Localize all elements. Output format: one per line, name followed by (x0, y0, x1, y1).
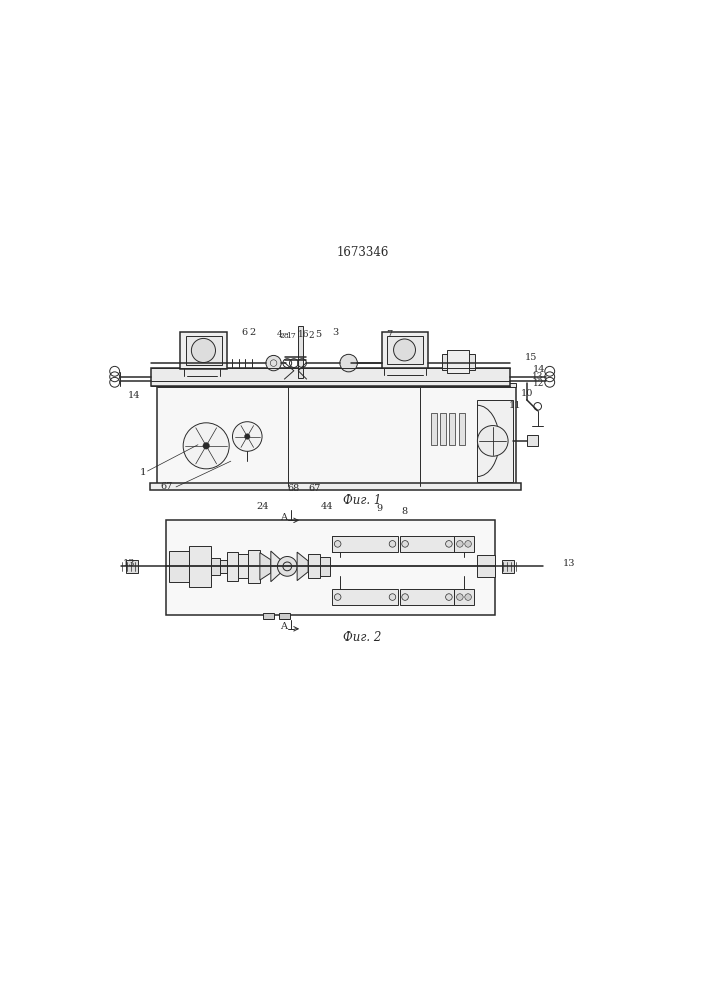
Bar (189, 546, 211, 587)
Circle shape (283, 562, 292, 571)
Circle shape (277, 557, 297, 576)
Bar (221, 560, 227, 573)
Circle shape (445, 594, 452, 600)
Circle shape (183, 423, 229, 469)
Text: A: A (281, 513, 288, 522)
Text: 13: 13 (532, 372, 544, 381)
Bar (501, 560, 513, 573)
Bar (157, 386, 516, 486)
Bar (262, 613, 274, 619)
Polygon shape (297, 552, 308, 581)
Bar (455, 589, 474, 605)
Bar (431, 413, 437, 445)
Bar (477, 400, 513, 482)
Bar (455, 536, 474, 552)
Circle shape (477, 426, 508, 456)
Circle shape (457, 594, 463, 600)
Bar (399, 536, 455, 552)
Text: 13: 13 (123, 559, 136, 568)
Bar (382, 332, 428, 368)
Text: 67: 67 (160, 482, 173, 491)
Polygon shape (271, 551, 282, 582)
Bar (279, 613, 290, 619)
Circle shape (445, 541, 452, 547)
Text: 8: 8 (402, 507, 408, 516)
Text: 1673346: 1673346 (336, 246, 389, 259)
Circle shape (266, 355, 281, 371)
Circle shape (402, 594, 409, 600)
Text: Фиг. 1: Фиг. 1 (343, 494, 382, 507)
Bar (151, 368, 510, 386)
Text: 5: 5 (315, 330, 321, 339)
Text: 9: 9 (377, 504, 383, 513)
Text: 2: 2 (250, 328, 256, 337)
Text: 1: 1 (140, 468, 146, 477)
Circle shape (334, 541, 341, 547)
Circle shape (245, 434, 250, 439)
Text: 13: 13 (563, 559, 575, 568)
Circle shape (389, 541, 396, 547)
Bar (387, 336, 423, 364)
Text: 17: 17 (286, 332, 296, 340)
Text: 67: 67 (308, 484, 320, 493)
Text: 14: 14 (127, 391, 140, 400)
Text: 7: 7 (387, 330, 393, 339)
Bar (308, 554, 320, 578)
Bar (332, 589, 398, 605)
Text: 14: 14 (532, 365, 545, 374)
Circle shape (192, 338, 216, 363)
Text: 12: 12 (533, 379, 544, 388)
Bar (332, 536, 348, 552)
Bar (450, 413, 455, 445)
Bar (170, 551, 189, 582)
Circle shape (464, 541, 472, 547)
Text: 15: 15 (525, 353, 537, 362)
Text: Фиг. 2: Фиг. 2 (343, 631, 382, 644)
Text: 6: 6 (242, 328, 247, 337)
Circle shape (203, 443, 209, 449)
Circle shape (233, 422, 262, 451)
Bar (211, 558, 221, 575)
Text: 24: 24 (257, 502, 269, 511)
Text: 16: 16 (298, 330, 310, 339)
Circle shape (402, 541, 409, 547)
Polygon shape (260, 553, 271, 580)
Text: 68: 68 (288, 484, 300, 493)
Circle shape (389, 594, 396, 600)
Bar (320, 557, 330, 576)
Bar (151, 483, 521, 490)
Bar (238, 554, 248, 578)
Bar (157, 383, 516, 387)
Text: 2: 2 (308, 331, 314, 340)
Bar (440, 413, 446, 445)
Bar (166, 520, 495, 615)
Bar (477, 555, 495, 577)
Circle shape (334, 594, 341, 600)
Circle shape (394, 339, 416, 361)
Text: 44: 44 (320, 502, 333, 511)
Bar (186, 336, 221, 365)
Circle shape (457, 541, 463, 547)
Bar (442, 354, 474, 370)
Circle shape (464, 594, 472, 600)
Bar (126, 560, 138, 573)
Bar (399, 589, 455, 605)
Bar (180, 332, 227, 369)
Circle shape (333, 541, 339, 547)
Circle shape (341, 541, 347, 547)
Bar (248, 550, 260, 583)
Bar (459, 413, 464, 445)
Text: A: A (281, 622, 288, 631)
Bar (298, 326, 303, 378)
Text: 3: 3 (332, 328, 338, 337)
Text: 11: 11 (508, 401, 521, 410)
Text: 10: 10 (520, 389, 533, 398)
Bar (448, 350, 469, 373)
Bar (227, 552, 238, 581)
Text: 28: 28 (280, 332, 289, 340)
Text: 4: 4 (276, 330, 283, 339)
Bar (332, 536, 398, 552)
Bar (527, 435, 538, 446)
Circle shape (340, 354, 358, 372)
